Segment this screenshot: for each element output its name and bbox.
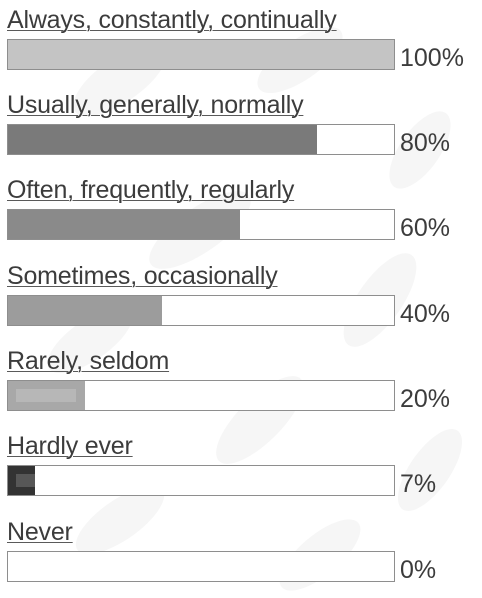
bar-value-label: 40% xyxy=(400,300,451,328)
bar-category-label: Hardly ever xyxy=(7,432,133,460)
bar-track xyxy=(7,295,395,326)
bar xyxy=(8,210,240,239)
bar-track xyxy=(7,39,395,70)
bar-category-label: Often, frequently, regularly xyxy=(7,176,295,204)
bar-row: Sometimes, occasionally 40% xyxy=(0,262,482,342)
bar-row: Rarely, seldom 20% xyxy=(0,347,482,427)
bar xyxy=(8,125,317,154)
bar-value-label: 100% xyxy=(400,44,464,72)
bar-category-label: Rarely, seldom xyxy=(7,347,170,375)
bar-track xyxy=(7,209,395,240)
bar-category-label: Never xyxy=(7,518,73,546)
bar-value-label: 20% xyxy=(400,385,451,413)
bar-row: Always, constantly, continually 100% xyxy=(0,6,482,86)
bar-row: Often, frequently, regularly 60% xyxy=(0,176,482,256)
bar-row: Usually, generally, normally 80% xyxy=(0,91,482,171)
bar-track xyxy=(7,465,395,496)
bar-track xyxy=(7,551,395,582)
bar-category-label: Always, constantly, continually xyxy=(7,6,337,34)
bar xyxy=(8,381,85,410)
bar-category-label: Usually, generally, normally xyxy=(7,91,304,119)
bar-value-label: 60% xyxy=(400,214,451,242)
bar-value-label: 80% xyxy=(400,129,451,157)
bar-value-label: 0% xyxy=(400,556,437,584)
bar xyxy=(8,296,162,325)
bar-value-label: 7% xyxy=(400,470,437,498)
bar-category-label: Sometimes, occasionally xyxy=(7,262,278,290)
bar-row: Never 0% xyxy=(0,518,482,598)
bar-row: Hardly ever 7% xyxy=(0,432,482,512)
bar xyxy=(8,466,76,495)
bar-track xyxy=(7,380,395,411)
bar xyxy=(8,40,394,69)
bar-track xyxy=(7,124,395,155)
